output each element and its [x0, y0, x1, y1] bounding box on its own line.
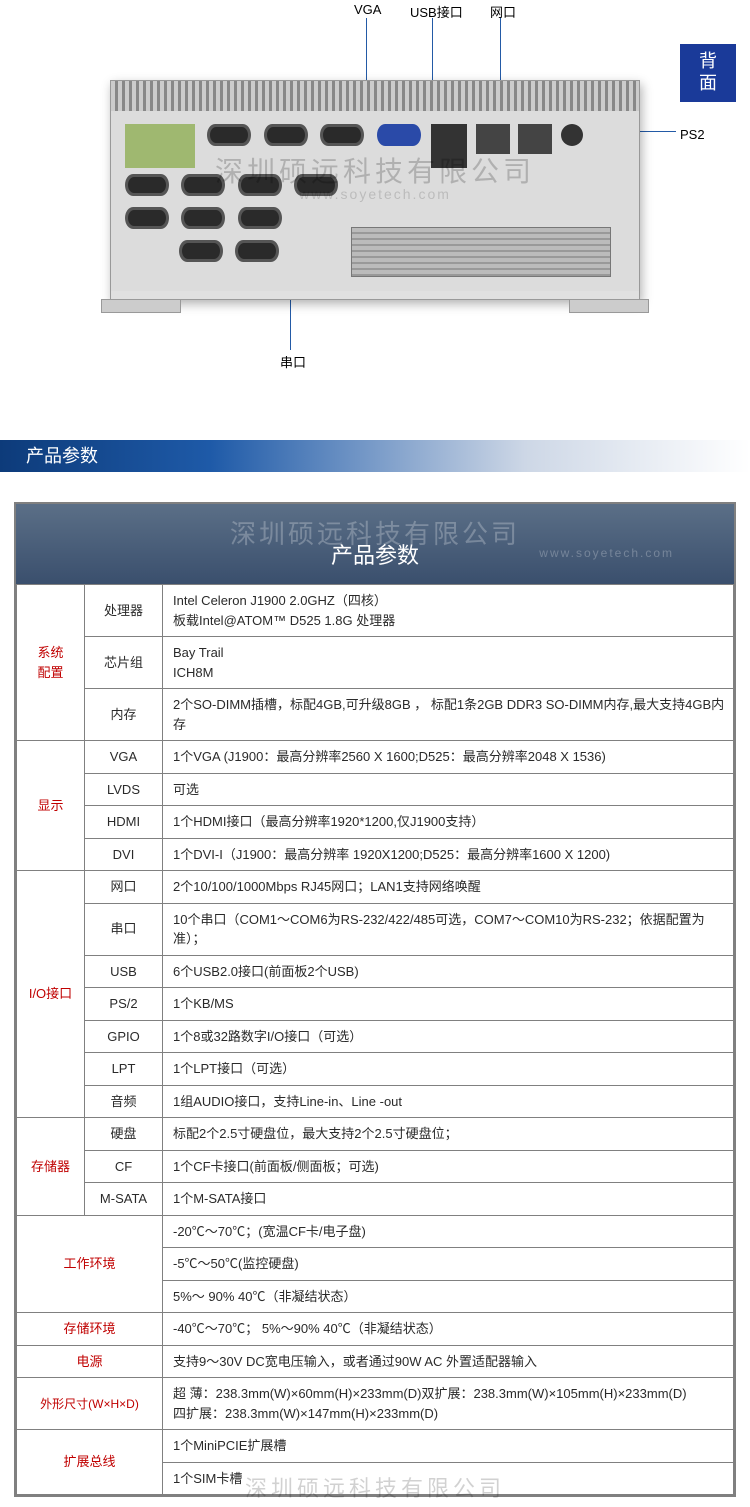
cat-work-env: 工作环境	[17, 1215, 163, 1313]
row-value: 标配2个2.5寸硬盘位，最大支持2个2.5寸硬盘位；	[163, 1118, 734, 1151]
product-diagram: VGA USB接口 网口 PS2 串口 背 面	[0, 0, 750, 380]
row-value: 支持9～30V DC宽电压输入，或者通过90W AC 外置适配器输入	[163, 1345, 734, 1378]
cat-power: 电源	[17, 1345, 163, 1378]
row-value: 1个8或32路数字I/O接口（可选）	[163, 1020, 734, 1053]
row-label: PS/2	[85, 988, 163, 1021]
row-value: 2个SO-DIMM插槽，标配4GB,可升级8GB ， 标配1条2GB DDR3 …	[163, 689, 734, 741]
watermark: 深圳硕远科技有限公司	[0, 150, 750, 190]
row-value: 1个KB/MS	[163, 988, 734, 1021]
label-ps2: PS2	[680, 127, 705, 142]
com-port	[320, 124, 364, 146]
row-value: 1个MiniPCIE扩展槽	[163, 1430, 734, 1463]
label-serial: 串口	[280, 352, 306, 371]
com-port	[264, 124, 308, 146]
row-label: LVDS	[85, 773, 163, 806]
spec-header: 深圳硕远科技有限公司 www.soyetech.com 产品参数	[16, 504, 734, 584]
row-label: GPIO	[85, 1020, 163, 1053]
section-title-bar: 产品参数	[0, 440, 750, 472]
row-label: 内存	[85, 689, 163, 741]
cat-sys: 系统 配置	[17, 585, 85, 741]
row-label: USB	[85, 955, 163, 988]
spec-table-wrapper: 深圳硕远科技有限公司 www.soyetech.com 产品参数 系统 配置 处…	[14, 502, 736, 1497]
watermark: 深圳硕远科技有限公司	[0, 1471, 750, 1507]
ps2-port	[561, 124, 583, 146]
row-value: Intel Celeron J1900 2.0GHZ（四核） 板载Intel@A…	[163, 585, 734, 637]
row-value: -5℃～50℃(监控硬盘)	[163, 1248, 734, 1281]
label-usb: USB接口	[410, 2, 463, 21]
row-label: M-SATA	[85, 1183, 163, 1216]
row-label: 芯片组	[85, 637, 163, 689]
row-value: 超 薄：238.3mm(W)×60mm(H)×233mm(D)双扩展：238.3…	[163, 1378, 734, 1430]
row-value: 5%～ 90% 40℃（非凝结状态）	[163, 1280, 734, 1313]
label-vga: VGA	[354, 2, 381, 17]
section-title: 产品参数	[26, 446, 98, 466]
row-value: 1个CF卡接口(前面板/侧面板；可选)	[163, 1150, 734, 1183]
row-value: 1个DVI-I（J1900：最高分辨率 1920X1200;D525：最高分辨率…	[163, 838, 734, 871]
cat-display: 显示	[17, 741, 85, 871]
row-value: Bay Trail ICH8M	[163, 637, 734, 689]
com-port	[125, 207, 169, 229]
row-value: 1个HDMI接口（最高分辨率1920*1200,仅J1900支持）	[163, 806, 734, 839]
com-port	[238, 207, 282, 229]
row-label: DVI	[85, 838, 163, 871]
label-lan: 网口	[490, 2, 516, 21]
cat-io: I/O接口	[17, 871, 85, 1118]
row-value: 1个VGA (J1900：最高分辨率2560 X 1600;D525：最高分辨率…	[163, 741, 734, 774]
cat-dim: 外形尺寸(W×H×D)	[17, 1378, 163, 1430]
watermark-url: www.soyetech.com	[0, 186, 750, 202]
mount-foot	[101, 299, 181, 313]
row-label: CF	[85, 1150, 163, 1183]
com-port	[179, 240, 223, 262]
mount-foot	[569, 299, 649, 313]
row-value: 6个USB2.0接口(前面板2个USB)	[163, 955, 734, 988]
row-value: 10个串口（COM1～COM6为RS-232/422/485可选，COM7～CO…	[163, 903, 734, 955]
row-value: -20℃～70℃；(宽温CF卡/电子盘)	[163, 1215, 734, 1248]
watermark-url: www.soyetech.com	[539, 546, 674, 560]
expansion-slot	[351, 227, 611, 277]
vga-port	[377, 124, 421, 146]
row-label: 网口	[85, 871, 163, 904]
row-value: 1个LPT接口（可选）	[163, 1053, 734, 1086]
com-port	[235, 240, 279, 262]
heatsink	[111, 81, 639, 111]
cat-storage: 存储器	[17, 1118, 85, 1216]
spec-table: 系统 配置 处理器 Intel Celeron J1900 2.0GHZ（四核）…	[16, 584, 734, 1495]
row-label: VGA	[85, 741, 163, 774]
row-value: 1个M-SATA接口	[163, 1183, 734, 1216]
row-value: 1组AUDIO接口，支持Line-in、Line -out	[163, 1085, 734, 1118]
row-label: LPT	[85, 1053, 163, 1086]
cat-store-env: 存储环境	[17, 1313, 163, 1346]
com-port	[207, 124, 251, 146]
row-label: HDMI	[85, 806, 163, 839]
row-label: 处理器	[85, 585, 163, 637]
row-label: 音频	[85, 1085, 163, 1118]
row-value: -40℃～70℃； 5%～90% 40℃（非凝结状态）	[163, 1313, 734, 1346]
row-value: 2个10/100/1000Mbps RJ45网口；LAN1支持网络唤醒	[163, 871, 734, 904]
row-label: 硬盘	[85, 1118, 163, 1151]
row-value: 可选	[163, 773, 734, 806]
com-port	[181, 207, 225, 229]
side-badge: 背 面	[680, 44, 736, 102]
row-label: 串口	[85, 903, 163, 955]
